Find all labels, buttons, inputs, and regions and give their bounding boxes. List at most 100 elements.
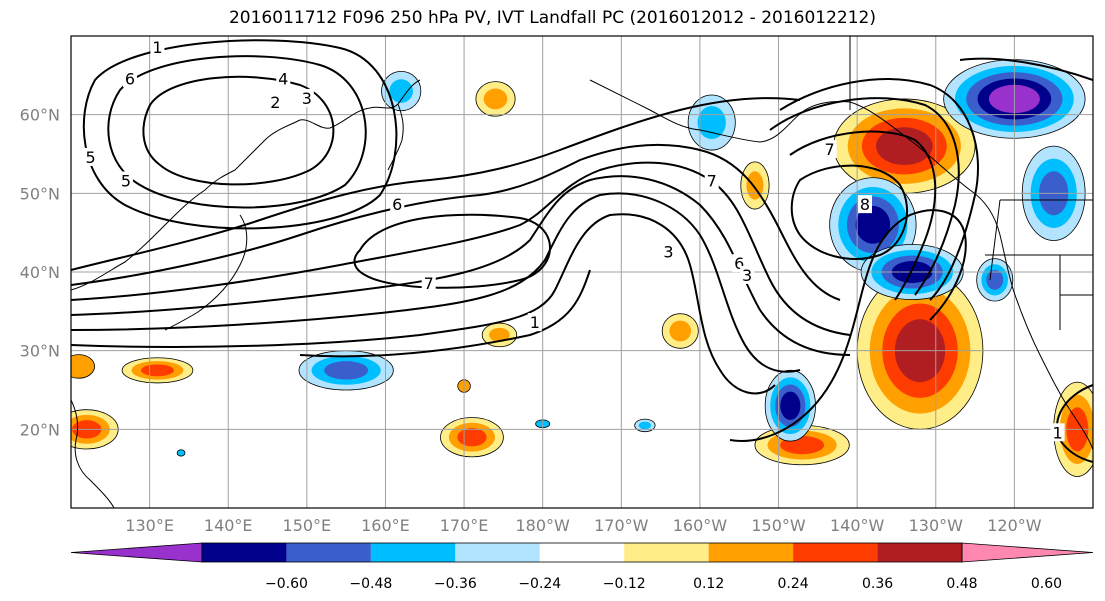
pv-contour-jet-5 <box>71 192 801 373</box>
contour-label-bg <box>1050 423 1065 442</box>
contour-label: 6 <box>125 69 135 88</box>
contour-label-bg <box>150 37 165 56</box>
colorbar-segment <box>286 543 371 562</box>
map-frame <box>70 35 1094 509</box>
contour-label-bg <box>822 140 837 159</box>
lon-label: 170°W <box>594 516 649 535</box>
colorbar-tick-label: −0.24 <box>518 576 561 592</box>
anomaly-region-19 <box>298 350 394 391</box>
colorbar-extend-high <box>961 542 1094 563</box>
contour-label-bg <box>122 69 137 88</box>
colorbar-segment <box>708 543 794 562</box>
lat-label: 40°N <box>20 263 60 282</box>
contour-label-bg <box>527 313 542 332</box>
coastline-japan <box>164 214 248 331</box>
contour-label: 6 <box>392 195 402 214</box>
pv-contour-northeast <box>959 57 1093 81</box>
contour-label: 1 <box>152 38 162 57</box>
colorbar-segment <box>624 543 709 562</box>
coastline-alaska <box>589 79 851 143</box>
anomaly-level-10-1 <box>489 327 510 343</box>
colorbar-segment <box>202 543 287 562</box>
contour-label-bg <box>268 92 283 111</box>
lat-label: 50°N <box>20 184 60 203</box>
pv-contour-ridge-1 <box>779 78 979 301</box>
lon-label: 130°E <box>125 516 174 535</box>
pv-contour-jet-6 <box>71 213 776 395</box>
contour-label: 3 <box>663 242 673 261</box>
contour-label: 3 <box>742 266 752 285</box>
colorbar-segments <box>70 542 1094 563</box>
pv-contour-low-closed-1 <box>142 75 335 186</box>
anomaly-level-15-3 <box>780 391 801 420</box>
lon-label: 140°W <box>830 516 885 535</box>
coastline-kamchatka <box>387 103 404 171</box>
anomaly-level-6-2 <box>140 364 174 377</box>
lat-label: 20°N <box>20 420 60 439</box>
anomaly-region-9 <box>661 313 699 349</box>
contour-label: 5 <box>121 172 131 191</box>
contour-label-bg <box>83 147 98 166</box>
colorbar-tick-label: 0.36 <box>862 576 893 592</box>
colorbar-segment <box>455 543 540 562</box>
anomaly-region-24 <box>176 449 186 457</box>
colorbar-outline <box>201 542 963 563</box>
contour-label-bg <box>276 69 291 88</box>
map-title: 2016011712 F096 250 hPa PV, IVT Landfall… <box>228 8 876 28</box>
colorbar-segment <box>793 543 878 562</box>
pv-contour-low-closed-3 <box>82 39 398 230</box>
contour-label: 7 <box>707 172 717 191</box>
lat-label: 60°N <box>20 106 60 125</box>
colorbar-tick-labels: −0.60 −0.48 −0.36 −0.24 −0.12 0.12 0.24 0.36 0.4… <box>265 576 1062 592</box>
contour-label-bg <box>299 88 314 107</box>
colorbar-tick-label: −0.60 <box>265 576 308 592</box>
pv-contour-ridge-2 <box>769 97 960 296</box>
latitude-labels: 20°N 30°N 40°N 50°N 60°N <box>20 106 60 440</box>
pv-contour-trough <box>729 209 967 442</box>
anomaly-region-6 <box>121 357 194 384</box>
contour-label: 7 <box>825 140 835 159</box>
anomaly-level-20-1 <box>697 106 726 140</box>
anomaly-region-7 <box>71 354 95 379</box>
anomaly-region-18 <box>976 258 1014 302</box>
lon-label: 120°W <box>987 516 1042 535</box>
pv-contour-jet-7 <box>299 269 591 358</box>
anomaly-level-0-3 <box>876 127 933 166</box>
colorbar-segment <box>877 543 962 562</box>
contour-label-bg <box>421 273 436 292</box>
contour-label-bg <box>119 171 134 190</box>
contour-label: 8 <box>860 195 870 214</box>
contour-label: 1 <box>1053 423 1063 442</box>
anomaly-level-4-2 <box>457 428 487 447</box>
lon-label: 130°W <box>909 516 964 535</box>
contour-label-bg <box>390 195 405 214</box>
pv-contour-jet-3 <box>71 161 851 336</box>
lon-label: 160°E <box>361 516 410 535</box>
contour-label: 3 <box>302 89 312 108</box>
coastline-philippines <box>71 399 115 508</box>
graticule <box>71 36 1093 508</box>
contour-label: 5 <box>86 148 96 167</box>
lat-label: 30°N <box>20 342 60 361</box>
anomaly-region-15 <box>764 369 816 442</box>
coastline-asia <box>71 79 421 291</box>
contour-label-bg <box>740 265 755 284</box>
colorbar-tick-label: 0.60 <box>1031 576 1062 592</box>
anomaly-level-13-3 <box>855 205 891 244</box>
anomaly-level-9-1 <box>669 320 692 342</box>
contour-label: 6 <box>734 254 744 273</box>
colorbar-tick-label: 0.12 <box>693 576 724 592</box>
anomaly-level-24-0 <box>176 449 186 457</box>
contour-label: 7 <box>424 274 434 293</box>
anomaly-level-21-1 <box>389 79 413 103</box>
colorbar-extend-low <box>70 542 203 563</box>
anomaly-region-11 <box>475 81 516 117</box>
colorbar-tick-label: −0.12 <box>603 576 646 592</box>
contour-label: 2 <box>270 93 280 112</box>
colorbar-segment <box>370 543 456 562</box>
contour-label-bg <box>661 242 676 261</box>
lon-label: 150°E <box>283 516 332 535</box>
pv-contours <box>71 39 1093 463</box>
